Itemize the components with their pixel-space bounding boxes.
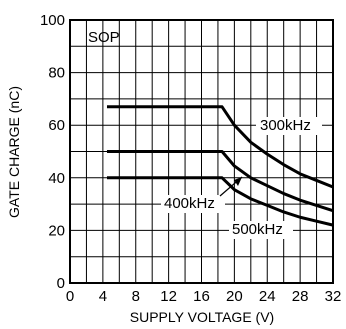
y-tick-labels: 0 20 40 60 80 100 (40, 12, 65, 292)
x-tick-label: 8 (132, 288, 140, 305)
y-tick-label: 0 (57, 275, 65, 292)
package-label: SOP (88, 29, 120, 46)
y-tick-label: 100 (40, 12, 65, 29)
y-tick-label: 40 (48, 170, 65, 187)
y-tick-label: 80 (48, 65, 65, 82)
x-tick-label: 12 (160, 288, 177, 305)
series-line (106, 176, 334, 227)
x-axis-title: SUPPLY VOLTAGE (V) (130, 309, 274, 325)
series-lines (106, 105, 334, 227)
series-label-bg (229, 221, 293, 239)
y-tick-label: 20 (48, 222, 65, 239)
series-line (106, 150, 334, 213)
series-label: 300kHz (260, 117, 311, 134)
x-tick-label: 32 (325, 288, 342, 305)
series-label-bg (256, 117, 322, 135)
series-label: 500kHz (232, 221, 283, 238)
series-line (106, 105, 334, 189)
series-label-bg (161, 195, 225, 213)
x-tick-labels: 0 4 8 12 16 20 24 28 32 (66, 288, 342, 305)
x-tick-label: 28 (292, 288, 309, 305)
x-tick-label: 0 (66, 288, 74, 305)
x-tick-label: 20 (226, 288, 243, 305)
y-tick-label: 60 (48, 117, 65, 134)
plot-frame (69, 19, 334, 284)
y-axis-title: GATE CHARGE (nC) (6, 86, 22, 218)
series-label: 400kHz (164, 195, 215, 212)
x-tick-label: 16 (193, 288, 210, 305)
label-leader-arrow (234, 177, 242, 186)
x-tick-label: 24 (259, 288, 276, 305)
x-tick-label: 4 (99, 288, 107, 305)
series-labels: 300kHz 400kHz 500kHz (161, 117, 322, 239)
plot-border (69, 19, 334, 284)
